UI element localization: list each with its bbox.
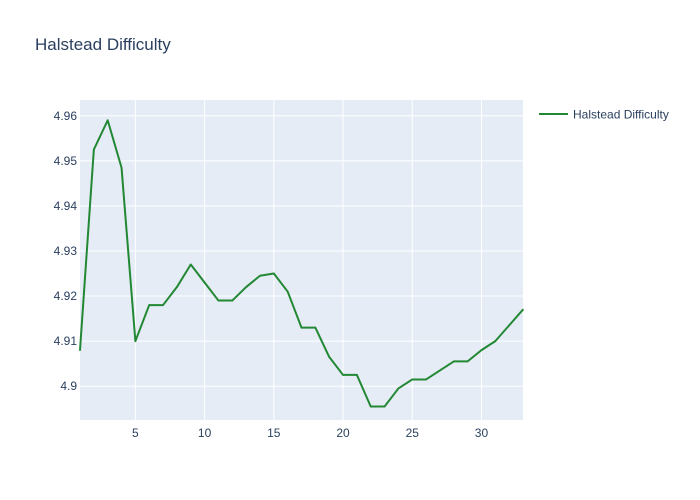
data-point	[245, 286, 247, 288]
data-point	[259, 274, 261, 277]
x-tick-label: 20	[336, 426, 350, 440]
legend[interactable]: Halstead Difficulty	[539, 108, 669, 122]
data-point	[286, 290, 289, 293]
y-tick-label: 4.9	[60, 379, 77, 393]
data-point	[273, 272, 275, 275]
x-tick-label: 5	[132, 426, 139, 440]
data-point	[217, 299, 220, 302]
data-point	[120, 166, 123, 169]
data-point	[203, 281, 206, 284]
data-point	[522, 308, 524, 311]
y-tick-label: 4.95	[54, 154, 78, 168]
data-point	[425, 378, 427, 381]
x-tick-label: 25	[406, 426, 420, 440]
data-point	[508, 324, 510, 327]
data-point	[397, 387, 400, 390]
data-point	[452, 360, 455, 363]
data-point	[148, 304, 151, 306]
data-point	[79, 349, 81, 351]
data-point	[494, 340, 497, 342]
data-point	[439, 369, 441, 372]
data-point	[369, 405, 372, 408]
data-point	[93, 148, 95, 151]
y-tick-label: 4.94	[54, 199, 78, 213]
axis-ticks: 5 10 15 20 25 30 4.9 4.91 4.92 4.93 4.94 4.95 4.96	[54, 109, 489, 440]
y-tick-label: 4.92	[54, 289, 78, 303]
x-tick-label: 30	[475, 426, 489, 440]
data-point	[466, 360, 469, 363]
y-tick-label: 4.91	[54, 334, 78, 348]
data-point	[176, 286, 178, 288]
x-tick-label: 15	[267, 426, 281, 440]
data-point	[106, 119, 109, 122]
chart-title: Halstead Difficulty	[35, 35, 171, 54]
data-point	[328, 356, 330, 358]
data-point	[231, 299, 234, 302]
data-point	[411, 378, 414, 381]
series-group	[79, 119, 524, 408]
data-point	[314, 326, 317, 329]
data-point	[300, 326, 303, 329]
data-point	[480, 349, 483, 351]
legend-label: Halstead Difficulty	[573, 108, 669, 122]
y-tick-label: 4.96	[54, 109, 78, 123]
y-tick-label: 4.93	[54, 244, 78, 258]
plot-area	[80, 100, 523, 420]
data-point	[162, 304, 164, 306]
data-point	[383, 405, 386, 408]
x-tick-label: 10	[198, 426, 212, 440]
data-point	[356, 374, 358, 376]
grid-lines	[80, 100, 523, 420]
data-point	[134, 340, 137, 342]
data-point	[342, 374, 344, 376]
data-point	[189, 263, 192, 266]
